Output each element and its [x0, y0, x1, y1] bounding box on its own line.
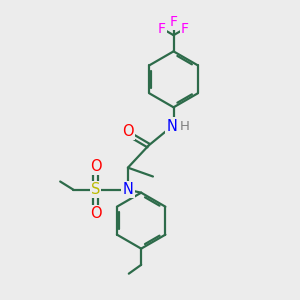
Text: F: F	[181, 22, 189, 35]
Text: O: O	[122, 124, 134, 139]
Text: O: O	[90, 159, 101, 174]
Text: H: H	[180, 120, 190, 133]
Text: O: O	[90, 206, 101, 221]
Text: F: F	[158, 22, 166, 35]
Text: F: F	[169, 15, 178, 29]
Text: N: N	[167, 118, 178, 134]
Text: N: N	[122, 182, 134, 197]
Text: S: S	[91, 182, 100, 197]
